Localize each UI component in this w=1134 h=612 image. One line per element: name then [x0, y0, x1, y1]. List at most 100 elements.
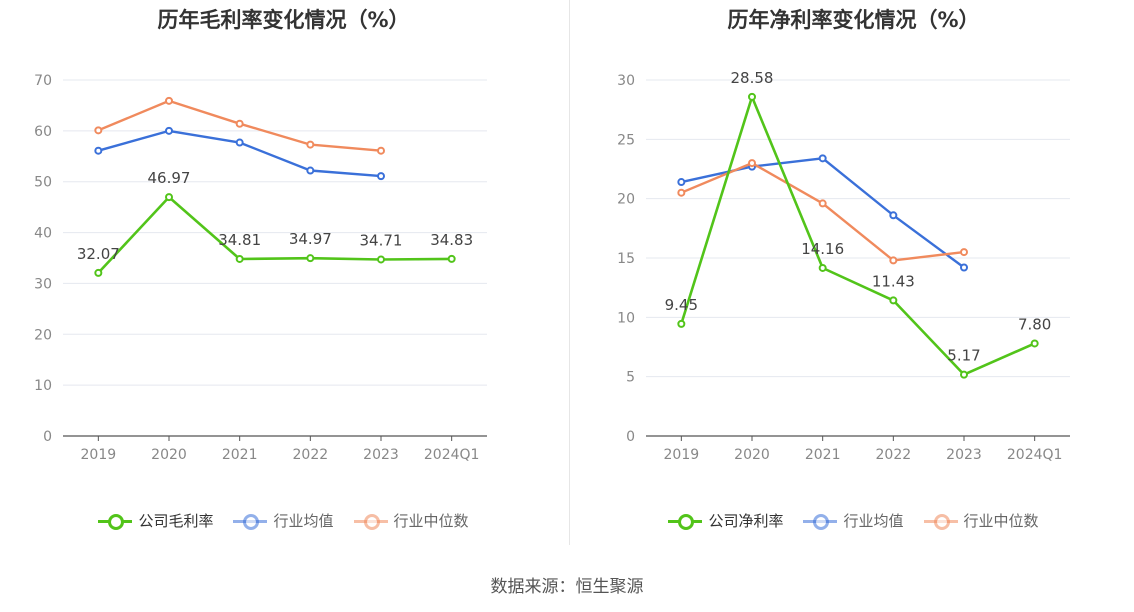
legend-marker-icon	[668, 513, 703, 530]
data-label: 34.81	[218, 231, 261, 249]
legend-label: 行业均值	[843, 512, 904, 530]
data-point-company	[235, 254, 244, 263]
legend-item-industry-avg[interactable]: 行业均值	[233, 510, 334, 531]
y-tick-label: 30	[617, 73, 635, 89]
x-tick-label: 2022	[293, 447, 329, 463]
data-point-industry_median	[818, 199, 827, 208]
y-tick-label: 20	[617, 192, 635, 208]
data-point-industry_median	[165, 96, 173, 105]
data-label: 11.43	[872, 272, 915, 290]
data-point-industry_avg	[94, 146, 103, 155]
data-label: 14.16	[801, 240, 844, 258]
data-point-industry_median	[960, 248, 968, 257]
data-point-company	[94, 268, 103, 277]
data-point-industry_avg	[165, 126, 173, 135]
legend-ring	[243, 513, 260, 530]
series-line-company	[97, 195, 452, 274]
data-label: 9.45	[665, 296, 698, 314]
legend-marker-icon	[233, 513, 268, 530]
data-point-industry_avg	[235, 138, 244, 147]
x-tick-label: 2023	[946, 447, 982, 463]
x-tick-label: 2019	[664, 447, 700, 463]
data-point-company	[818, 263, 827, 272]
x-tick-label: 2019	[81, 447, 117, 463]
data-label: 34.83	[430, 231, 473, 249]
data-point-industry_median	[235, 119, 244, 128]
chart-title: 历年毛利率变化情况（%）	[157, 8, 410, 32]
data-label: 34.71	[360, 231, 403, 249]
legend: 公司毛利率 行业均值 行业中位数	[0, 510, 567, 531]
legend-marker-icon	[353, 513, 388, 530]
legend-label: 行业中位数	[393, 512, 469, 530]
x-tick-label: 2020	[734, 447, 770, 463]
x-tick-label: 2021	[805, 447, 841, 463]
legend-item-industry-avg[interactable]: 行业均值	[803, 510, 904, 531]
x-tick-label: 2024Q1	[424, 447, 480, 463]
x-tick-label: 2022	[876, 447, 912, 463]
y-tick-label: 10	[34, 378, 52, 394]
net-margin-chart-panel: 历年净利率变化情况（%） 0 5 10 15 20 25 30 2019 2020 2021 202…	[570, 0, 1134, 545]
y-tick-label: 20	[34, 327, 52, 343]
y-tick-label: 0	[626, 429, 635, 445]
data-point-company	[677, 319, 686, 328]
data-point-industry_avg	[377, 172, 385, 181]
data-point-industry_median	[94, 126, 103, 135]
legend-ring	[363, 513, 380, 530]
y-tick-label: 5	[626, 370, 635, 386]
y-tick-label: 10	[617, 310, 635, 326]
x-tick-label: 2020	[151, 447, 187, 463]
data-label: 32.07	[77, 245, 120, 263]
legend-label: 行业中位数	[963, 512, 1039, 530]
data-label: 28.58	[731, 69, 774, 87]
series-line-company	[680, 95, 1036, 376]
data-point-industry_avg	[818, 154, 827, 163]
gross-margin-plot: 0 10 20 30 40 50 60 70 2019 2020 2021 2022 2023 2024Q…	[34, 73, 487, 463]
chart-title: 历年净利率变化情况（%）	[727, 8, 980, 32]
legend-item-company[interactable]: 公司净利率	[668, 510, 783, 531]
legend-ring	[933, 513, 950, 530]
legend-item-industry-median[interactable]: 行业中位数	[923, 510, 1039, 531]
x-tick-label: 2023	[363, 447, 399, 463]
legend-ring	[108, 513, 125, 530]
y-tick-label: 50	[34, 175, 52, 191]
x-tick-label: 2021	[222, 447, 258, 463]
x-tick-label: 2024Q1	[1007, 447, 1063, 463]
data-point-industry_avg	[960, 263, 968, 272]
legend-marker-icon	[98, 513, 133, 530]
legend-marker-icon	[923, 513, 958, 530]
data-point-company	[306, 254, 315, 263]
data-label: 5.17	[947, 347, 980, 365]
data-point-industry_median	[889, 256, 898, 265]
data-source-note: 数据来源：恒生聚源	[490, 577, 644, 597]
y-tick-label: 15	[617, 251, 635, 267]
data-point-industry_avg	[306, 166, 315, 175]
legend-label: 公司净利率	[708, 512, 784, 530]
data-point-company	[1030, 339, 1039, 348]
y-tick-label: 70	[34, 73, 52, 89]
data-point-company	[447, 254, 456, 263]
data-point-company	[889, 296, 898, 305]
panel-divider	[569, 0, 570, 545]
y-tick-label: 30	[34, 276, 52, 292]
data-point-company	[960, 370, 968, 379]
data-label: 7.80	[1018, 315, 1051, 333]
y-tick-label: 25	[617, 132, 635, 148]
legend-ring	[813, 513, 830, 530]
y-tick-label: 0	[43, 429, 52, 445]
data-point-industry_median	[306, 140, 315, 149]
legend-ring	[678, 513, 695, 530]
data-point-company	[748, 92, 756, 101]
data-label: 34.97	[289, 230, 332, 248]
gross-margin-chart-panel: 历年毛利率变化情况（%） 0 10 20 30 40 50 60 70 2019 2020 2021…	[0, 0, 567, 545]
data-point-industry_avg	[677, 178, 686, 187]
data-point-company	[377, 255, 385, 264]
legend: 公司净利率 行业均值 行业中位数	[570, 510, 1134, 531]
data-point-industry_avg	[889, 211, 898, 220]
legend-marker-icon	[803, 513, 838, 530]
data-label: 46.97	[148, 169, 191, 187]
legend-item-industry-median[interactable]: 行业中位数	[353, 510, 469, 531]
legend-item-company[interactable]: 公司毛利率	[98, 510, 213, 531]
series-line-industry_avg	[97, 129, 382, 178]
data-point-industry_median	[377, 146, 385, 155]
y-tick-label: 60	[34, 124, 52, 140]
